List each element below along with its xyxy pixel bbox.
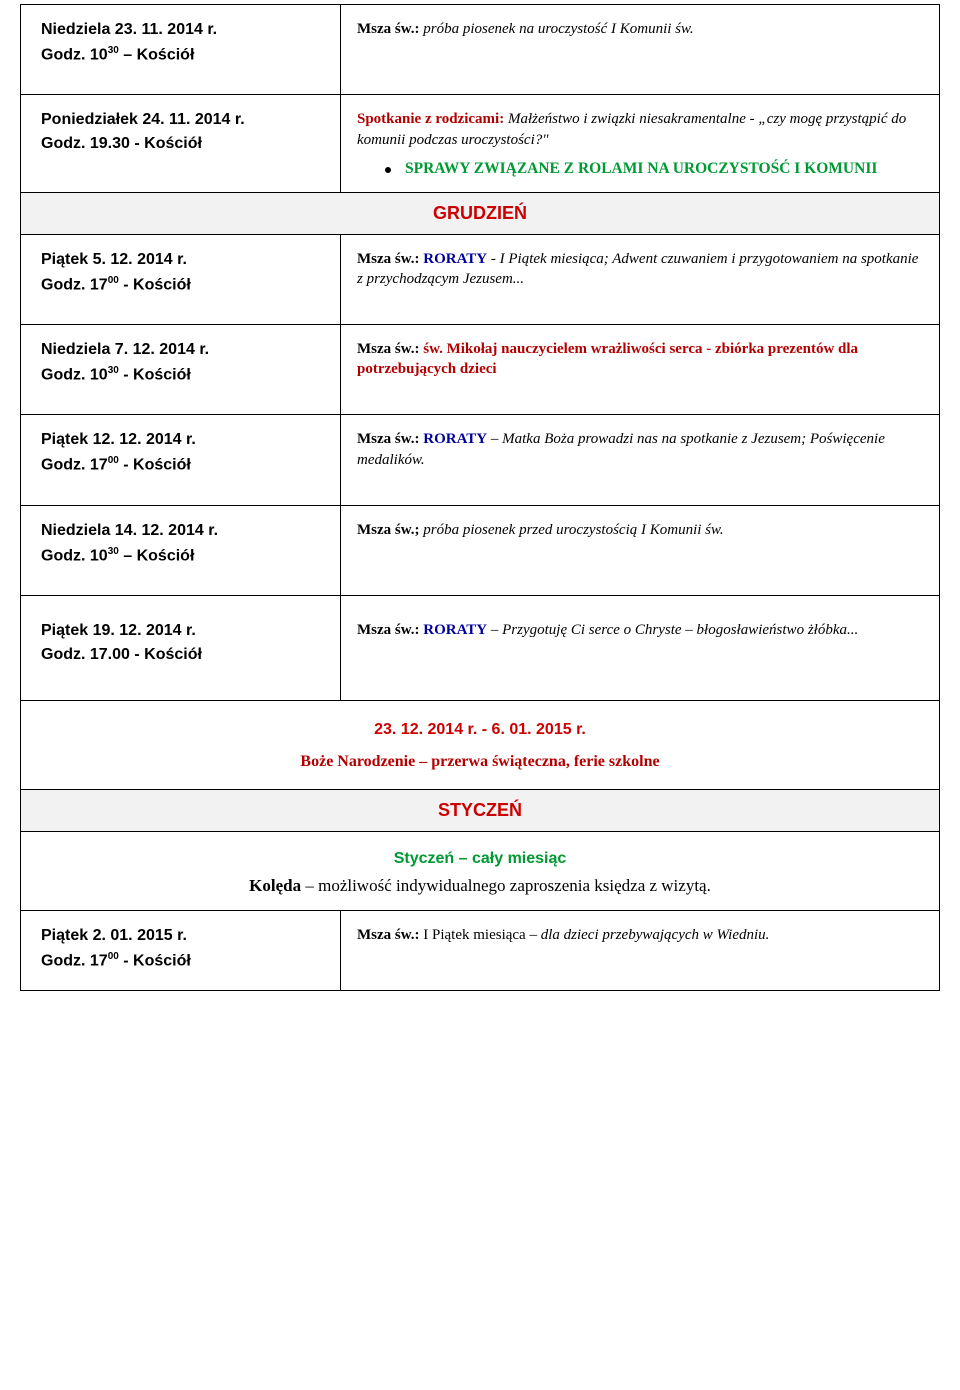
- date-cell: Niedziela 23. 11. 2014 r. Godz. 1030 – K…: [21, 5, 341, 94]
- desc-sublabel: RORATY: [420, 431, 488, 447]
- time-text: Godz. 1030 – Kościół: [41, 546, 324, 565]
- desc-label: Msza św.:: [357, 431, 420, 447]
- styczen-intro-row: Styczeń – cały miesiąc Kolęda – możliwoś…: [20, 832, 940, 911]
- month-header: STYCZEŃ: [20, 790, 940, 832]
- desc-text: – Przygotuję Ci serce o Chryste – błogos…: [487, 622, 858, 638]
- desc-label: Msza św.:: [357, 622, 420, 638]
- date-text: Piątek 19. 12. 2014 r.: [41, 622, 324, 640]
- bullet-icon: [385, 167, 391, 173]
- desc-text: – dla dzieci przebywających w Wiedniu.: [529, 927, 769, 943]
- date-text: Piątek 5. 12. 2014 r.: [41, 251, 324, 269]
- schedule-row: Piątek 12. 12. 2014 r. Godz. 1700 - Kośc…: [20, 415, 940, 505]
- desc-cell: Msza św.: św. Mikołaj nauczycielem wrażl…: [341, 325, 939, 414]
- date-cell: Piątek 19. 12. 2014 r. Godz. 17.00 - Koś…: [21, 596, 341, 700]
- desc-cell: Msza św.: RORATY – Matka Boża prowadzi n…: [341, 415, 939, 504]
- desc-label: Msza św.:: [357, 21, 420, 37]
- desc-cell: Spotkanie z rodzicami: Małżeństwo i zwią…: [341, 95, 939, 192]
- time-text: Godz. 1030 – Kościół: [41, 45, 324, 64]
- time-text: Godz. 1700 - Kościół: [41, 951, 324, 970]
- desc-text: próba piosenek na uroczystość I Komunii …: [420, 21, 694, 37]
- break-daterange: 23. 12. 2014 r. - 6. 01. 2015 r.: [37, 721, 923, 739]
- desc-text: próba piosenek przed uroczystością I Kom…: [420, 522, 724, 538]
- desc-label: Msza św.:: [357, 341, 420, 357]
- schedule-row: Niedziela 7. 12. 2014 r. Godz. 1030 - Ko…: [20, 325, 940, 415]
- desc-cell: Msza św.: RORATY – Przygotuję Ci serce o…: [341, 596, 939, 700]
- desc-text-red: św. Mikołaj nauczycielem wrażliwości ser…: [357, 341, 858, 377]
- date-cell: Poniedziałek 24. 11. 2014 r. Godz. 19.30…: [21, 95, 341, 192]
- date-cell: Piątek 2. 01. 2015 r. Godz. 1700 - Kości…: [21, 911, 341, 990]
- date-cell: Piątek 5. 12. 2014 r. Godz. 1700 - Kości…: [21, 235, 341, 324]
- schedule-row: Niedziela 14. 12. 2014 r. Godz. 1030 – K…: [20, 506, 940, 596]
- date-text: Piątek 12. 12. 2014 r.: [41, 431, 324, 449]
- styczen-subtitle: Styczeń – cały miesiąc: [37, 850, 923, 868]
- month-title: STYCZEŃ: [438, 800, 522, 820]
- desc-sublabel: RORATY: [420, 251, 488, 267]
- koleda-line: Kolęda – możliwość indywidualnego zapros…: [37, 876, 923, 896]
- schedule-row: Poniedziałek 24. 11. 2014 r. Godz. 19.30…: [20, 95, 940, 193]
- date-text: Niedziela 14. 12. 2014 r.: [41, 522, 324, 540]
- desc-label: Msza św.:: [357, 927, 420, 943]
- time-text: Godz. 17.00 - Kościół: [41, 646, 324, 664]
- desc-cell: Msza św.: RORATY - I Piątek miesiąca; Ad…: [341, 235, 939, 324]
- time-text: Godz. 1700 - Kościół: [41, 275, 324, 294]
- desc-label: Msza św.;: [357, 522, 420, 538]
- schedule-row: Piątek 19. 12. 2014 r. Godz. 17.00 - Koś…: [20, 596, 940, 701]
- desc-label-red: Spotkanie z rodzicami:: [357, 111, 504, 127]
- break-note-row: 23. 12. 2014 r. - 6. 01. 2015 r. Boże Na…: [20, 701, 940, 790]
- date-cell: Niedziela 14. 12. 2014 r. Godz. 1030 – K…: [21, 506, 341, 595]
- schedule-row: Piątek 5. 12. 2014 r. Godz. 1700 - Kości…: [20, 235, 940, 325]
- bullet-text: SPRAWY ZWIĄZANE Z ROLAMI NA UROCZYSTOŚĆ …: [405, 160, 877, 178]
- page: Niedziela 23. 11. 2014 r. Godz. 1030 – K…: [0, 0, 960, 1011]
- month-title: GRUDZIEŃ: [433, 203, 527, 223]
- time-text: Godz. 1700 - Kościół: [41, 455, 324, 474]
- date-text: Poniedziałek 24. 11. 2014 r.: [41, 111, 324, 129]
- break-desc: Boże Narodzenie – przerwa świąteczna, fe…: [37, 753, 923, 771]
- desc-text-plain: I Piątek miesiąca: [420, 927, 530, 943]
- desc-cell: Msza św.; próba piosenek przed uroczysto…: [341, 506, 939, 595]
- date-text: Niedziela 7. 12. 2014 r.: [41, 341, 324, 359]
- month-header: GRUDZIEŃ: [20, 193, 940, 235]
- desc-cell: Msza św.: próba piosenek na uroczystość …: [341, 5, 939, 94]
- desc-cell: Msza św.: I Piątek miesiąca – dla dzieci…: [341, 911, 939, 990]
- desc-label: Msza św.:: [357, 251, 420, 267]
- schedule-row: Piątek 2. 01. 2015 r. Godz. 1700 - Kości…: [20, 911, 940, 991]
- date-text: Piątek 2. 01. 2015 r.: [41, 927, 324, 945]
- date-cell: Niedziela 7. 12. 2014 r. Godz. 1030 - Ko…: [21, 325, 341, 414]
- date-text: Niedziela 23. 11. 2014 r.: [41, 21, 324, 39]
- bullet-item: SPRAWY ZWIĄZANE Z ROLAMI NA UROCZYSTOŚĆ …: [357, 160, 923, 178]
- time-text: Godz. 19.30 - Kościół: [41, 135, 324, 153]
- time-text: Godz. 1030 - Kościół: [41, 365, 324, 384]
- desc-sublabel: RORATY: [420, 622, 488, 638]
- date-cell: Piątek 12. 12. 2014 r. Godz. 1700 - Kośc…: [21, 415, 341, 504]
- schedule-row: Niedziela 23. 11. 2014 r. Godz. 1030 – K…: [20, 4, 940, 95]
